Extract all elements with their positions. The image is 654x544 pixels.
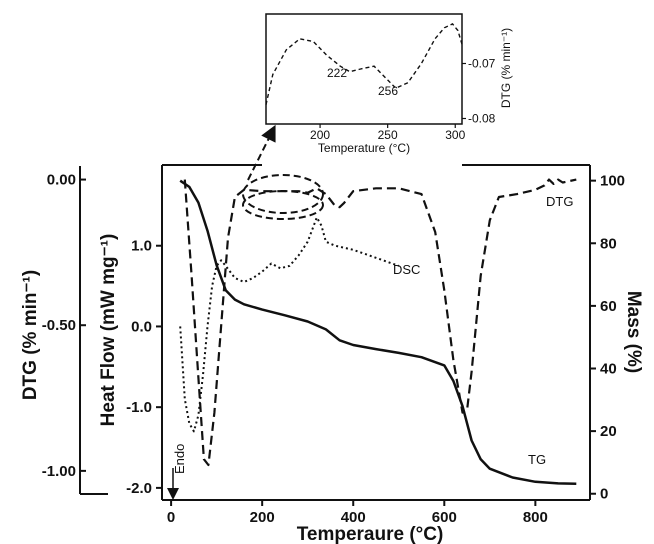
inset-y-tick-label: -0.07 [468,57,496,71]
inset-x-tick-label: 200 [310,128,330,142]
series-label-dsc: DSC [393,262,420,277]
dtg-axis-bracket [79,166,108,495]
x-axis-label: Temperaure (°C) [297,524,444,544]
main-plot-area [161,164,591,501]
inset-x-tick-label: 300 [445,128,465,142]
zoom-connector-line [247,124,276,181]
heatflow-tick-label: 0.0 [131,318,152,335]
mass-tick-label: 40 [600,361,617,378]
mass-tick-label: 0 [600,486,608,503]
x-tick-label: 600 [432,509,457,526]
x-tick-label: 400 [341,509,366,526]
dtg-axis-label: DTG (% min⁻¹) [20,270,41,400]
heatflow-axis-label: Heat Flow (mW mg⁻¹) [98,234,119,427]
dtg-tick-label: 0.00 [47,172,76,189]
mass-tick-label: 60 [600,298,617,315]
x-tick-label: 0 [167,509,175,526]
inset-x-axis-label: Temperature (°C) [318,141,410,155]
inset-plot: 200 250 300 -0.07 -0.08 222 256 Temperature … [265,13,513,155]
mass-axis-label: Mass (%) [623,291,644,373]
series-dtg-line [183,178,577,467]
highlight-ellipse-upper [242,174,324,214]
series-label-dtg: DTG [546,194,573,209]
mass-tick-label: 80 [600,235,617,252]
inset-y-axis-label: DTG (% min⁻¹) [499,28,513,108]
series-label-tg: TG [528,452,546,467]
x-tick-label: 200 [250,509,275,526]
inset-annotation-222: 222 [327,66,347,80]
x-tick-label: 800 [523,509,548,526]
endo-label: Endo [172,444,187,474]
heatflow-tick-label: -2.0 [126,480,152,497]
inset-series-dtg-line [265,23,463,105]
highlight-ellipse-lower [242,190,324,220]
inset-x-tick-label: 250 [378,128,398,142]
inset-frame [265,13,463,125]
dtg-tick-label: -0.50 [42,317,76,334]
dtg-tick-label: -1.00 [42,463,76,480]
heatflow-tick-label: 1.0 [131,238,152,255]
mass-tick-label: 20 [600,423,617,440]
series-tg-line [179,179,577,485]
heatflow-tick-label: -1.0 [126,399,152,416]
mass-tick-label: 100 [600,173,625,190]
inset-annotation-256: 256 [378,84,398,98]
inset-y-tick-label: -0.08 [468,112,496,126]
